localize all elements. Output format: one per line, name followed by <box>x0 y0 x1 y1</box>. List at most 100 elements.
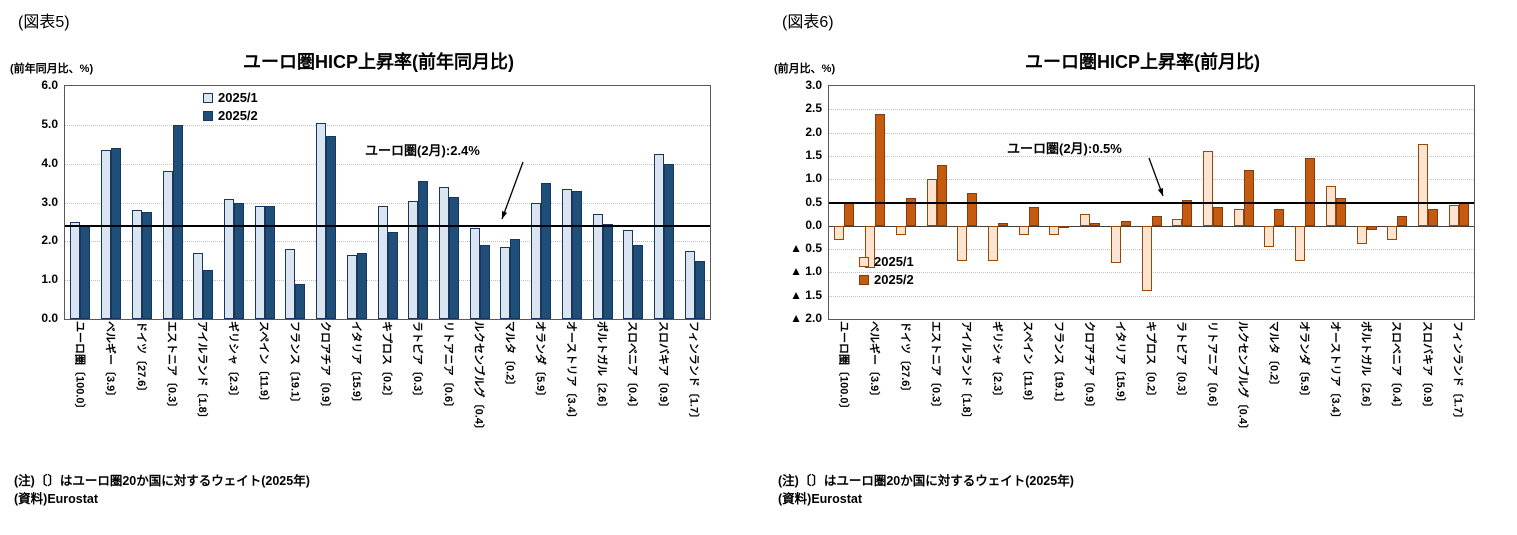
bar <box>233 202 244 319</box>
bar <box>1274 209 1285 226</box>
gridline <box>829 109 1474 111</box>
y-tick-label: 4.0 <box>41 155 58 170</box>
note-source: (資料)Eurostat <box>14 492 99 507</box>
legend: 2025/1 2025/2 <box>859 254 914 287</box>
bar <box>264 206 275 319</box>
x-axis-label: ユーロ圏〔100.0〕 <box>837 321 850 415</box>
bar <box>623 229 634 319</box>
y-tick-label: 3.0 <box>805 78 822 92</box>
bar <box>592 214 603 319</box>
x-axis-label: ドイツ〔27.6〕 <box>134 321 147 398</box>
bar <box>377 206 388 319</box>
figure-label: (図表6) <box>782 14 834 31</box>
x-axis-label: ユーロ圏〔100.0〕 <box>73 321 86 415</box>
bar <box>561 188 572 319</box>
bar <box>531 202 542 319</box>
gridline <box>65 202 710 204</box>
bar <box>653 153 664 319</box>
x-axis-label: アイルランド〔1.8〕 <box>960 321 973 424</box>
bar <box>1305 158 1316 226</box>
x-axis-label: リトアニア〔0.6〕 <box>1205 321 1218 414</box>
x-axis-label: スロベニア〔0.4〕 <box>1390 321 1403 414</box>
bar <box>1049 225 1060 236</box>
bar <box>1448 204 1459 226</box>
x-axis-label: イタリア〔15.9〕 <box>349 321 362 408</box>
y-tick-label: 2.0 <box>805 124 822 139</box>
note-weights: (注)〔〕はユーロ圏20か国に対するウェイト(2025年) <box>778 474 1074 488</box>
axis-unit-label: (前月比、%) <box>774 63 836 75</box>
bar <box>131 210 142 319</box>
bar <box>162 171 173 319</box>
x-axis-label: スロベニア〔0.4〕 <box>626 321 639 414</box>
bar <box>1264 225 1275 247</box>
x-axis-label: ルクセンブルグ〔0.4〕 <box>1236 321 1249 435</box>
x-axis-label: リトアニア〔0.6〕 <box>441 321 454 414</box>
y-tick-label: ▲ 0.5 <box>790 241 822 256</box>
x-axis-label: クロアチア〔0.9〕 <box>1083 321 1096 414</box>
bar <box>285 249 296 319</box>
bar <box>223 198 234 319</box>
bar <box>1233 209 1244 226</box>
bar <box>418 181 429 319</box>
y-tick-label: 1.0 <box>805 171 822 186</box>
x-axis-label: エストニア〔0.3〕 <box>929 321 942 414</box>
bar <box>1212 207 1223 226</box>
bar <box>865 225 876 268</box>
bar <box>510 239 521 319</box>
legend-item: 2025/1 <box>859 254 914 269</box>
bar <box>875 113 886 226</box>
y-tick-label: 3.0 <box>41 194 58 209</box>
bar <box>141 212 152 319</box>
x-axis-label: キプロス〔0.2〕 <box>1144 321 1157 403</box>
bar <box>479 245 490 319</box>
bar <box>905 197 916 226</box>
x-axis-label: ポルトガル〔2.6〕 <box>595 321 608 414</box>
x-axis-label: ベルギー〔3.9〕 <box>104 321 117 403</box>
x-axis-label: スペイン〔11.9〕 <box>1021 321 1034 408</box>
legend-label: 2025/2 <box>218 108 258 123</box>
x-axis-label: オランダ〔5.9〕 <box>534 321 547 403</box>
bar <box>1356 225 1367 245</box>
chart-title: ユーロ圏HICP上昇率(前月比) <box>1025 52 1260 72</box>
bar <box>1080 214 1091 226</box>
bar <box>694 260 705 319</box>
bar <box>1120 221 1131 226</box>
bar <box>1018 225 1029 236</box>
y-tick-label: 2.0 <box>41 233 58 248</box>
plot-area: 2025/1 2025/2 ユーロ圏(2月):0.5% <box>828 85 1475 320</box>
x-axis-label: ドイツ〔27.6〕 <box>898 321 911 398</box>
gridline <box>65 163 710 165</box>
bar <box>684 251 695 319</box>
legend-item: 2025/2 <box>859 272 914 287</box>
y-tick-label: 6.0 <box>41 78 58 92</box>
legend-swatch <box>859 274 869 285</box>
bar <box>70 221 81 319</box>
y-tick-label: ▲ 1.5 <box>790 287 822 302</box>
gridline <box>829 155 1474 157</box>
bar <box>1397 216 1408 226</box>
legend-item: 2025/2 <box>203 108 258 123</box>
legend-swatch <box>203 92 213 103</box>
bar <box>203 270 214 319</box>
bar <box>1295 225 1306 261</box>
legend: 2025/1 2025/2 <box>203 90 258 123</box>
x-axis-label: ルクセンブルグ〔0.4〕 <box>472 321 485 435</box>
x-axis-label: スペイン〔11.9〕 <box>257 321 270 408</box>
bar <box>967 193 978 226</box>
chart-notes: (注)〔〕はユーロ圏20か国に対するウェイト(2025年) (資料)Eurost… <box>778 472 1074 508</box>
chart-notes: (注)〔〕はユーロ圏20か国に対するウェイト(2025年) (資料)Eurost… <box>14 472 310 508</box>
x-axis-label: マルタ〔0.2〕 <box>1267 321 1280 392</box>
x-axis-label: ラトビア〔0.3〕 <box>411 321 424 403</box>
legend-label: 2025/2 <box>874 272 914 287</box>
bar <box>408 200 419 319</box>
x-axis-labels: ユーロ圏〔100.0〕 ベルギー〔3.9〕 ドイツ〔27.6〕 エストニア〔0.3〕 ア… <box>828 319 1473 472</box>
bar <box>1182 200 1193 226</box>
bar <box>1202 151 1213 226</box>
legend-swatch <box>203 110 213 121</box>
x-axis-label: フランス〔19.1〕 <box>288 321 301 409</box>
bar <box>957 225 968 261</box>
bar <box>172 124 183 319</box>
bar <box>571 190 582 319</box>
x-axis-label: イタリア〔15.9〕 <box>1113 321 1126 408</box>
y-tick-label: 0.5 <box>805 194 822 209</box>
